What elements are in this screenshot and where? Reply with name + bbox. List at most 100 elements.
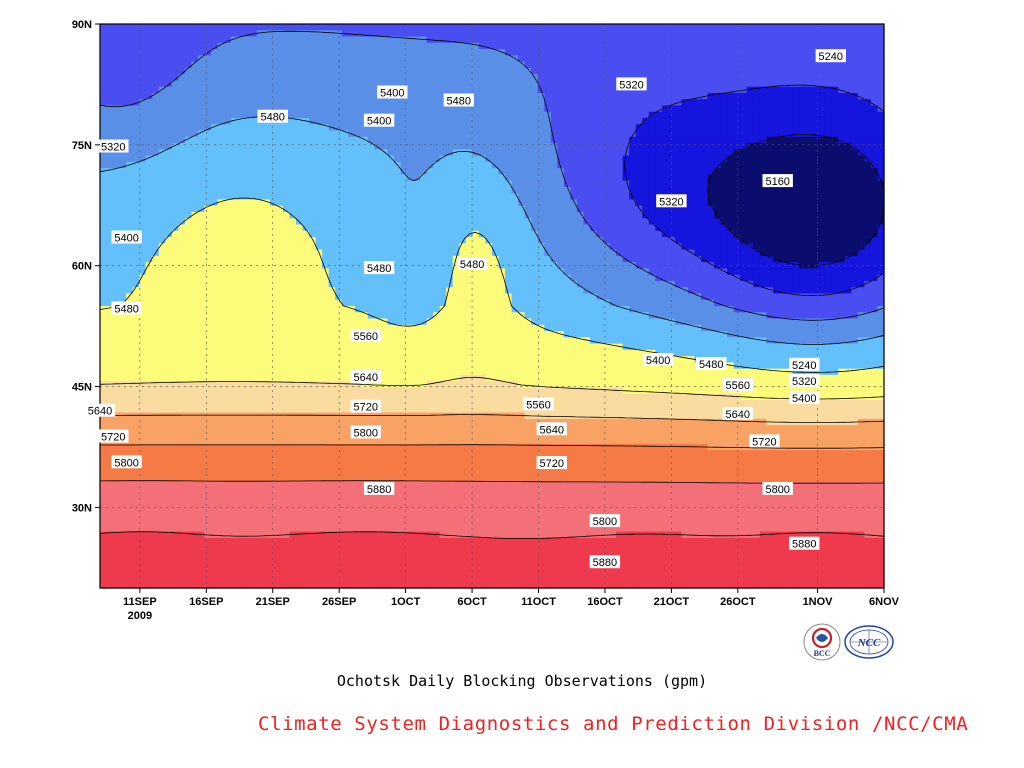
contour-cell <box>341 462 349 470</box>
contour-cell <box>315 161 323 169</box>
contour-cell <box>354 249 362 257</box>
contour-cell <box>224 149 232 157</box>
contour-cell <box>126 406 134 414</box>
contour-cell <box>269 362 277 370</box>
contour-cell <box>250 331 258 338</box>
contour-cell <box>204 130 212 138</box>
contour-cell <box>433 481 441 489</box>
contour-cell <box>374 155 382 163</box>
contour-cell <box>380 193 389 201</box>
contour-cell <box>400 400 408 407</box>
contour-cell <box>413 381 421 389</box>
contour-cell <box>198 331 206 338</box>
contour-cell <box>145 537 153 545</box>
contour-cell <box>139 124 147 132</box>
contour-cell <box>165 174 173 182</box>
contour-cell <box>178 581 186 589</box>
contour-cell <box>113 180 121 188</box>
contour-cell <box>341 387 349 395</box>
contour-cell <box>269 92 277 100</box>
contour-cell <box>335 293 343 301</box>
contour-cell <box>354 512 362 520</box>
contour-cell <box>250 512 258 520</box>
contour-cell <box>198 243 206 251</box>
contour-cell <box>263 437 271 445</box>
contour-cell <box>354 199 362 207</box>
contour-cell <box>413 280 421 288</box>
contour-cell <box>230 36 238 44</box>
contour-cell <box>126 418 134 426</box>
contour-cell <box>171 280 179 288</box>
contour-cell <box>400 274 408 282</box>
contour-cell <box>126 224 134 232</box>
contour-cell <box>367 174 375 182</box>
contour-cell <box>354 481 362 489</box>
contour-cell <box>328 519 336 526</box>
contour-cell <box>230 450 238 457</box>
contour-cell <box>106 212 114 219</box>
contour-cell <box>328 293 336 301</box>
contour-cell <box>341 111 349 119</box>
contour-cell <box>113 475 121 483</box>
contour-cell <box>276 412 284 420</box>
contour-cell <box>211 575 219 583</box>
contour-cell <box>119 575 127 583</box>
contour-cell <box>348 136 356 144</box>
contour-cell <box>400 425 408 432</box>
contour-cell <box>224 24 232 31</box>
contour-cell <box>119 42 127 50</box>
contour-cell <box>243 174 251 182</box>
contour-cell <box>152 331 160 338</box>
contour-cell <box>217 92 225 100</box>
contour-cell <box>335 74 343 81</box>
contour-cell <box>446 475 454 483</box>
contour-cell <box>335 525 343 533</box>
contour-cell <box>296 481 304 489</box>
contour-cell <box>184 118 193 125</box>
contour-cell <box>459 268 467 276</box>
contour-cell <box>113 155 121 163</box>
contour-cell <box>198 55 206 63</box>
contour-cell <box>380 393 389 401</box>
contour-cell <box>230 268 238 276</box>
contour-cell <box>387 450 395 457</box>
contour-cell <box>178 74 186 81</box>
contour-cell <box>309 531 317 539</box>
contour-cell <box>348 287 356 295</box>
contour-cell <box>152 155 160 163</box>
contour-cell <box>158 205 166 213</box>
contour-cell <box>100 475 108 483</box>
contour-cell <box>289 368 297 376</box>
contour-cell <box>269 349 277 357</box>
contour-cell <box>348 168 356 175</box>
contour-cell <box>171 130 179 138</box>
contour-cell <box>204 111 212 119</box>
contour-cell <box>132 318 140 326</box>
contour-cell <box>230 374 238 382</box>
contour-cell <box>433 136 441 144</box>
contour-cell <box>256 306 264 313</box>
contour-cell <box>230 356 238 363</box>
contour-cell <box>426 80 434 88</box>
contour-cell <box>152 136 160 144</box>
contour-cell <box>100 36 108 44</box>
contour-cell <box>139 331 147 338</box>
contour-cell <box>204 92 212 100</box>
contour-cell <box>263 494 271 501</box>
contour-cell <box>400 193 408 201</box>
contour-cell <box>237 437 245 445</box>
contour-cell <box>158 393 166 401</box>
contour-cell <box>348 61 356 69</box>
contour-cell <box>224 412 232 420</box>
contour-cell <box>354 86 362 94</box>
contour-cell <box>119 500 127 508</box>
contour-cell <box>374 519 382 526</box>
contour-cell <box>439 99 447 107</box>
contour-cell <box>426 481 434 489</box>
contour-cell <box>256 487 264 495</box>
contour-cell <box>309 268 317 276</box>
contour-cell <box>394 174 402 182</box>
contour-cell <box>367 287 375 295</box>
contour-cell <box>309 224 317 232</box>
contour-cell <box>420 237 428 244</box>
